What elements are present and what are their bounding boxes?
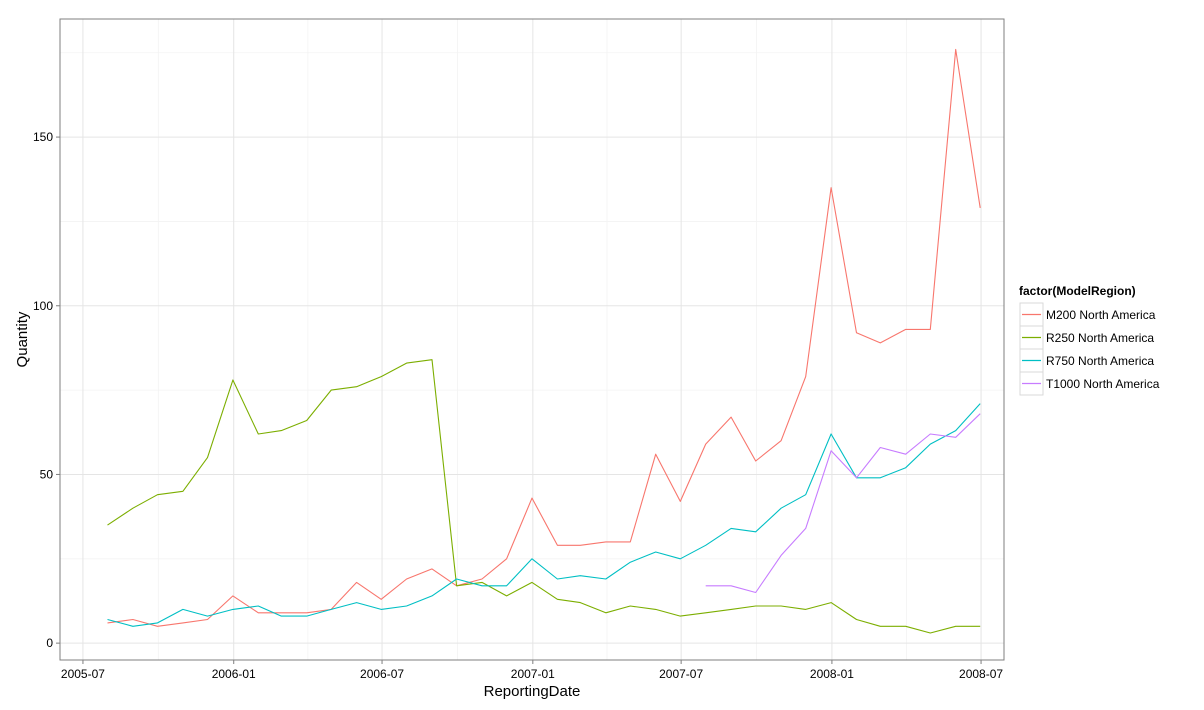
x-axis-title: ReportingDate xyxy=(484,683,581,700)
series-line-m200-north-america xyxy=(107,48,981,627)
x-axis: 2005-07 2006-01 2006-07 2007-01 2007-07 2008-… xyxy=(61,660,1003,681)
series-lines xyxy=(107,48,981,634)
x-tick-label: 2007-01 xyxy=(511,667,555,681)
x-tick-label: 2006-07 xyxy=(360,667,404,681)
x-tick-label: 2005-07 xyxy=(61,667,105,681)
major-gridlines xyxy=(60,19,1004,660)
y-axis: 0 50 100 150 xyxy=(33,130,60,650)
plot-panel-border xyxy=(59,18,1005,661)
legend-label-m200-north-america: M200 North America xyxy=(1046,308,1156,322)
series-line-t1000-north-america xyxy=(705,413,981,594)
y-tick-label: 150 xyxy=(33,130,53,144)
y-axis-title: Quantity xyxy=(14,311,31,367)
legend-label-r750-north-america: R750 North America xyxy=(1046,354,1154,368)
legend-items: M200 North America R250 North America R750… xyxy=(1019,302,1160,396)
legend: factor(ModelRegion) M200 North America R2… xyxy=(1019,284,1160,396)
minor-gridlines xyxy=(60,19,1004,660)
x-tick-label: 2006-01 xyxy=(212,667,256,681)
series-line-r750-north-america xyxy=(107,403,981,627)
y-tick-label: 100 xyxy=(33,299,53,313)
legend-label-r250-north-america: R250 North America xyxy=(1046,331,1154,345)
legend-label-t1000-north-america: T1000 North America xyxy=(1046,377,1160,391)
y-tick-label: 50 xyxy=(40,467,54,481)
x-tick-label: 2007-07 xyxy=(659,667,703,681)
x-tick-label: 2008-07 xyxy=(959,667,1003,681)
series-line-r250-north-america xyxy=(107,359,981,634)
x-tick-label: 2008-01 xyxy=(810,667,854,681)
legend-title: factor(ModelRegion) xyxy=(1019,284,1136,298)
y-tick-label: 0 xyxy=(46,636,53,650)
